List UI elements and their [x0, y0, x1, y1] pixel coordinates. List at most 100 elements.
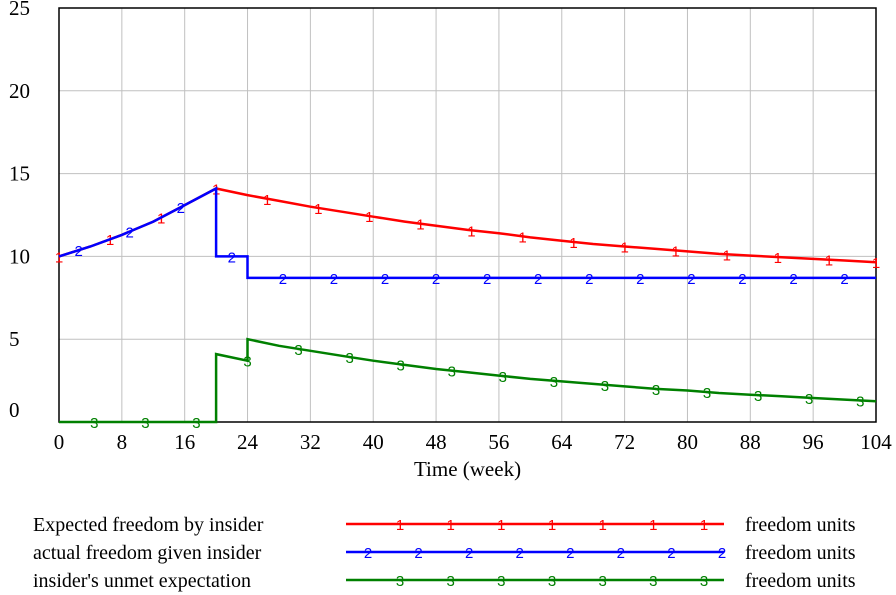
series-marker: 2	[279, 271, 287, 288]
grid	[59, 8, 876, 422]
legend-item: Expected freedom by insider 1 1 1 1 1 1 1 freedo…	[33, 514, 856, 536]
y-tick-label: 25	[9, 0, 30, 20]
legend-item: insider's unmet expectation 3 3 3 3 3 3 3 freedo…	[33, 570, 856, 592]
y-tick-label: 10	[9, 244, 30, 268]
series-marker: 1	[518, 229, 526, 246]
legend-marker: 1	[700, 517, 708, 534]
series-line	[58, 186, 876, 280]
legend-marker: 2	[718, 545, 726, 562]
x-tick-label: 96	[803, 430, 824, 454]
x-tick-label: 32	[300, 430, 321, 454]
series-marker: 2	[432, 271, 440, 288]
series-marker: 1	[774, 250, 782, 267]
legend-marker: 3	[446, 573, 454, 590]
y-tick-label: 15	[9, 162, 30, 186]
legend-marker: 1	[396, 517, 404, 534]
series-marker: 3	[703, 385, 711, 402]
x-tick-label: 64	[551, 430, 573, 454]
series-marker: 2	[534, 271, 542, 288]
series-marker: 2	[483, 271, 491, 288]
series-marker: 3	[345, 350, 353, 367]
legend-marker: 2	[566, 545, 574, 562]
legend-units: freedom units	[745, 570, 856, 592]
legend-marker: 1	[548, 517, 556, 534]
legend-marker: 3	[700, 573, 708, 590]
series-3: 3 3 3 3 3 3 3 3 3 3 3 3 3 3 3 3	[59, 337, 877, 432]
series-marker: 1	[157, 210, 165, 227]
x-tick-label: 72	[614, 430, 635, 454]
series-marker: 2	[177, 200, 185, 217]
series-marker: 3	[754, 388, 762, 405]
legend-marker: 3	[598, 573, 606, 590]
series-marker: 2	[126, 225, 134, 242]
series-marker: 1	[569, 235, 577, 252]
x-tick-label: 56	[488, 430, 509, 454]
legend: Expected freedom by insider 1 1 1 1 1 1 1 freedo…	[33, 514, 856, 592]
series-marker: 1	[672, 244, 680, 261]
x-tick-label: 16	[174, 430, 195, 454]
legend-marker: 2	[465, 545, 473, 562]
legend-marker: 3	[396, 573, 404, 590]
plot-frame	[58, 7, 877, 423]
x-tick-label: 40	[363, 430, 384, 454]
series-marker: 2	[381, 271, 389, 288]
series-marker: 2	[636, 271, 644, 288]
legend-marker: 2	[667, 545, 675, 562]
legend-label: insider's unmet expectation	[33, 570, 251, 592]
series-marker: 3	[499, 369, 507, 386]
series-marker: 1	[416, 217, 424, 234]
legend-marker: 3	[548, 573, 556, 590]
legend-units: freedom units	[745, 514, 856, 536]
series-marker: 3	[192, 415, 200, 432]
legend-marker: 3	[649, 573, 657, 590]
legend-marker: 3	[497, 573, 505, 590]
x-tick-label: 48	[426, 430, 447, 454]
series-marker: 2	[840, 271, 848, 288]
series-marker: 3	[448, 364, 456, 381]
x-tick-label: 8	[117, 430, 128, 454]
legend-units: freedom units	[745, 542, 856, 564]
series-marker: 1	[55, 249, 63, 266]
series-marker: 2	[228, 249, 236, 266]
x-tick-label: 88	[740, 430, 761, 454]
series-line	[59, 337, 877, 424]
series-2: 2 2 2 2 2 2 2 2 2 2 2 2 2 2 2 2	[58, 186, 876, 288]
legend-label: actual freedom given insider	[33, 542, 262, 564]
legend-marker: 1	[446, 517, 454, 534]
series-marker: 3	[805, 391, 813, 408]
legend-marker: 2	[414, 545, 422, 562]
legend-marker: 2	[364, 545, 372, 562]
series-marker: 2	[738, 271, 746, 288]
y-tick-label: 5	[9, 327, 20, 351]
series-marker: 2	[585, 271, 593, 288]
series-marker: 2	[330, 271, 338, 288]
x-tick-label: 80	[677, 430, 698, 454]
series-marker: 1	[314, 201, 322, 218]
x-tick-label: 0	[54, 430, 65, 454]
x-tick-label: 24	[237, 430, 259, 454]
series-marker: 1	[106, 232, 114, 249]
series-marker: 2	[687, 271, 695, 288]
series-marker: 1	[365, 209, 373, 226]
series-marker: 1	[723, 247, 731, 264]
y-tick-label: 20	[9, 79, 30, 103]
x-tick-label: 104	[860, 430, 892, 454]
legend-marker: 1	[497, 517, 505, 534]
series-marker: 2	[74, 243, 82, 260]
series-marker: 3	[294, 342, 302, 359]
series-marker: 1	[872, 255, 880, 272]
legend-label: Expected freedom by insider	[33, 514, 264, 536]
legend-item: actual freedom given insider 2 2 2 2 2 2 2 2 free…	[33, 542, 856, 564]
series-marker: 3	[856, 393, 864, 410]
x-axis-title: Time (week)	[414, 457, 521, 481]
series-marker: 1	[620, 239, 628, 256]
legend-marker: 2	[516, 545, 524, 562]
legend-marker: 1	[598, 517, 606, 534]
series-marker: 3	[90, 415, 98, 432]
series-marker: 1	[825, 253, 833, 270]
series-marker: 1	[467, 223, 475, 240]
series-marker: 1	[263, 192, 271, 209]
